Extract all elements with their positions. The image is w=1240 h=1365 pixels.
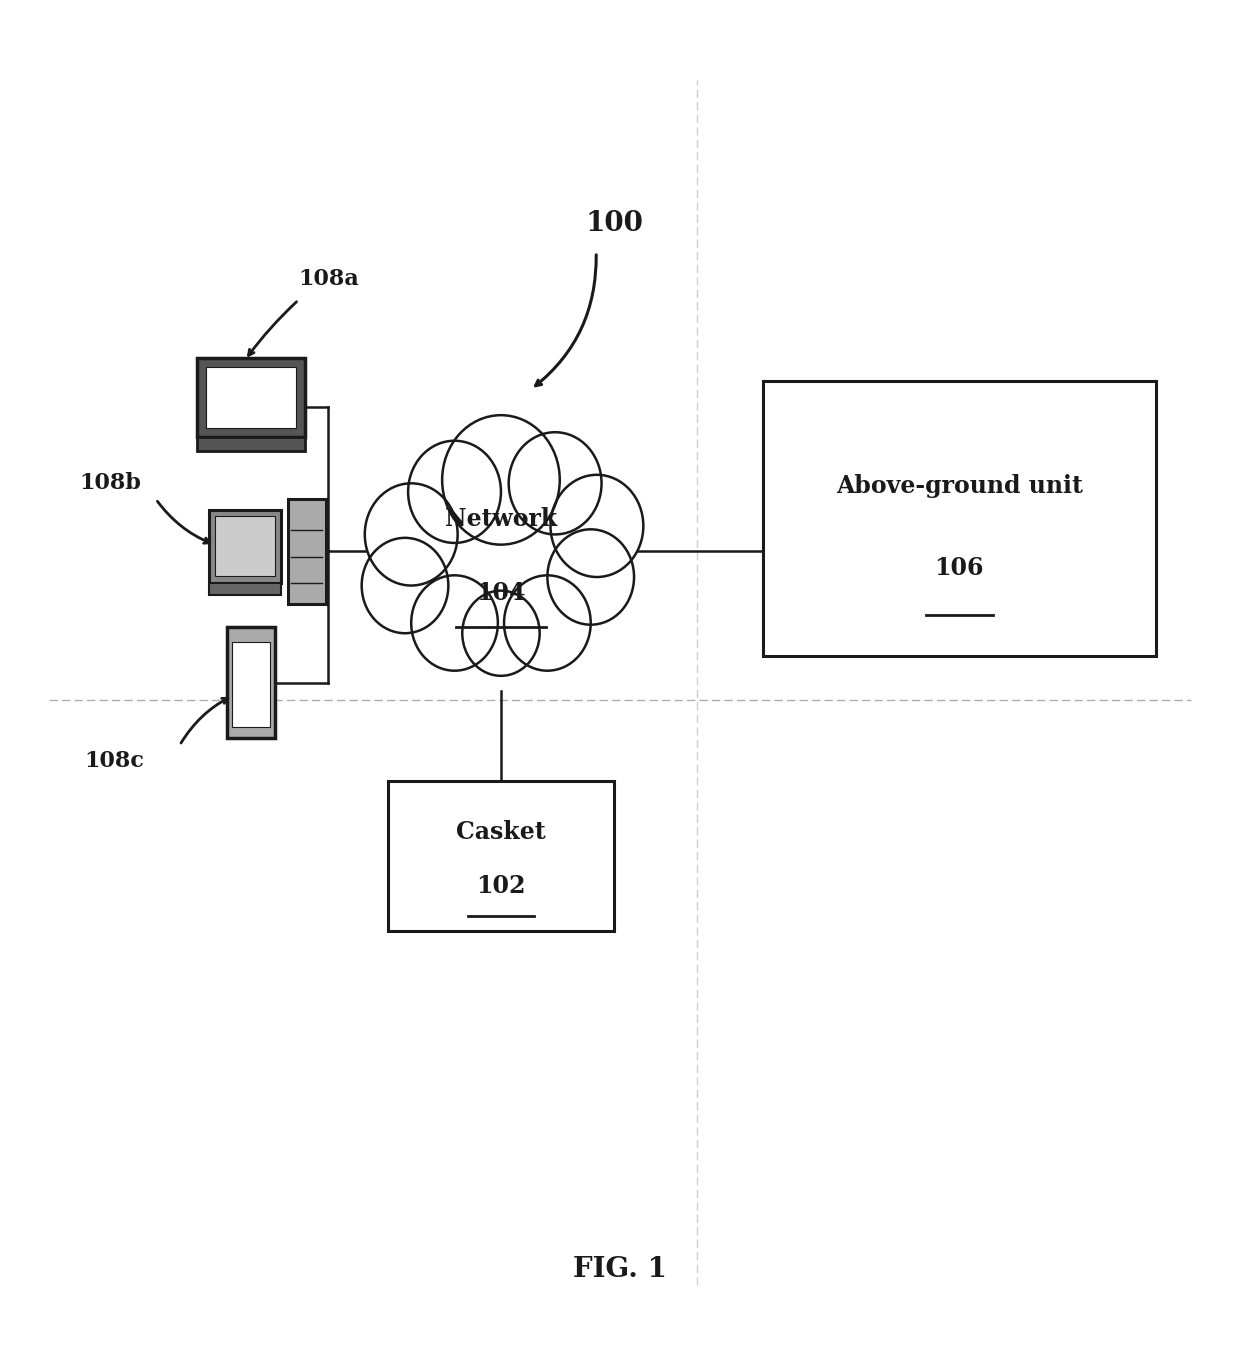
Circle shape [365,483,458,586]
FancyBboxPatch shape [197,437,305,450]
Text: Network: Network [445,506,557,531]
FancyBboxPatch shape [206,367,296,427]
Text: 106: 106 [935,556,985,580]
FancyBboxPatch shape [232,643,270,728]
Circle shape [547,530,634,625]
Circle shape [408,441,501,543]
Text: FIG. 1: FIG. 1 [573,1256,667,1283]
Text: 102: 102 [476,874,526,898]
FancyBboxPatch shape [763,381,1156,657]
FancyBboxPatch shape [388,781,614,931]
Text: Above-ground unit: Above-ground unit [836,474,1083,498]
Text: 104: 104 [476,581,526,606]
FancyBboxPatch shape [216,516,275,576]
Circle shape [508,433,601,535]
FancyBboxPatch shape [227,627,275,738]
Text: Casket: Casket [456,820,546,844]
FancyBboxPatch shape [210,509,280,583]
Circle shape [362,538,449,633]
Circle shape [503,575,590,670]
Text: 108b: 108b [79,472,141,494]
Text: 108a: 108a [298,268,358,289]
Circle shape [443,415,559,545]
Text: 100: 100 [585,210,644,238]
Text: 108c: 108c [84,751,144,773]
FancyBboxPatch shape [288,500,326,603]
Circle shape [412,575,498,670]
FancyBboxPatch shape [210,583,280,595]
Circle shape [424,467,578,636]
Circle shape [463,591,539,676]
Circle shape [551,475,644,577]
FancyBboxPatch shape [197,358,305,437]
